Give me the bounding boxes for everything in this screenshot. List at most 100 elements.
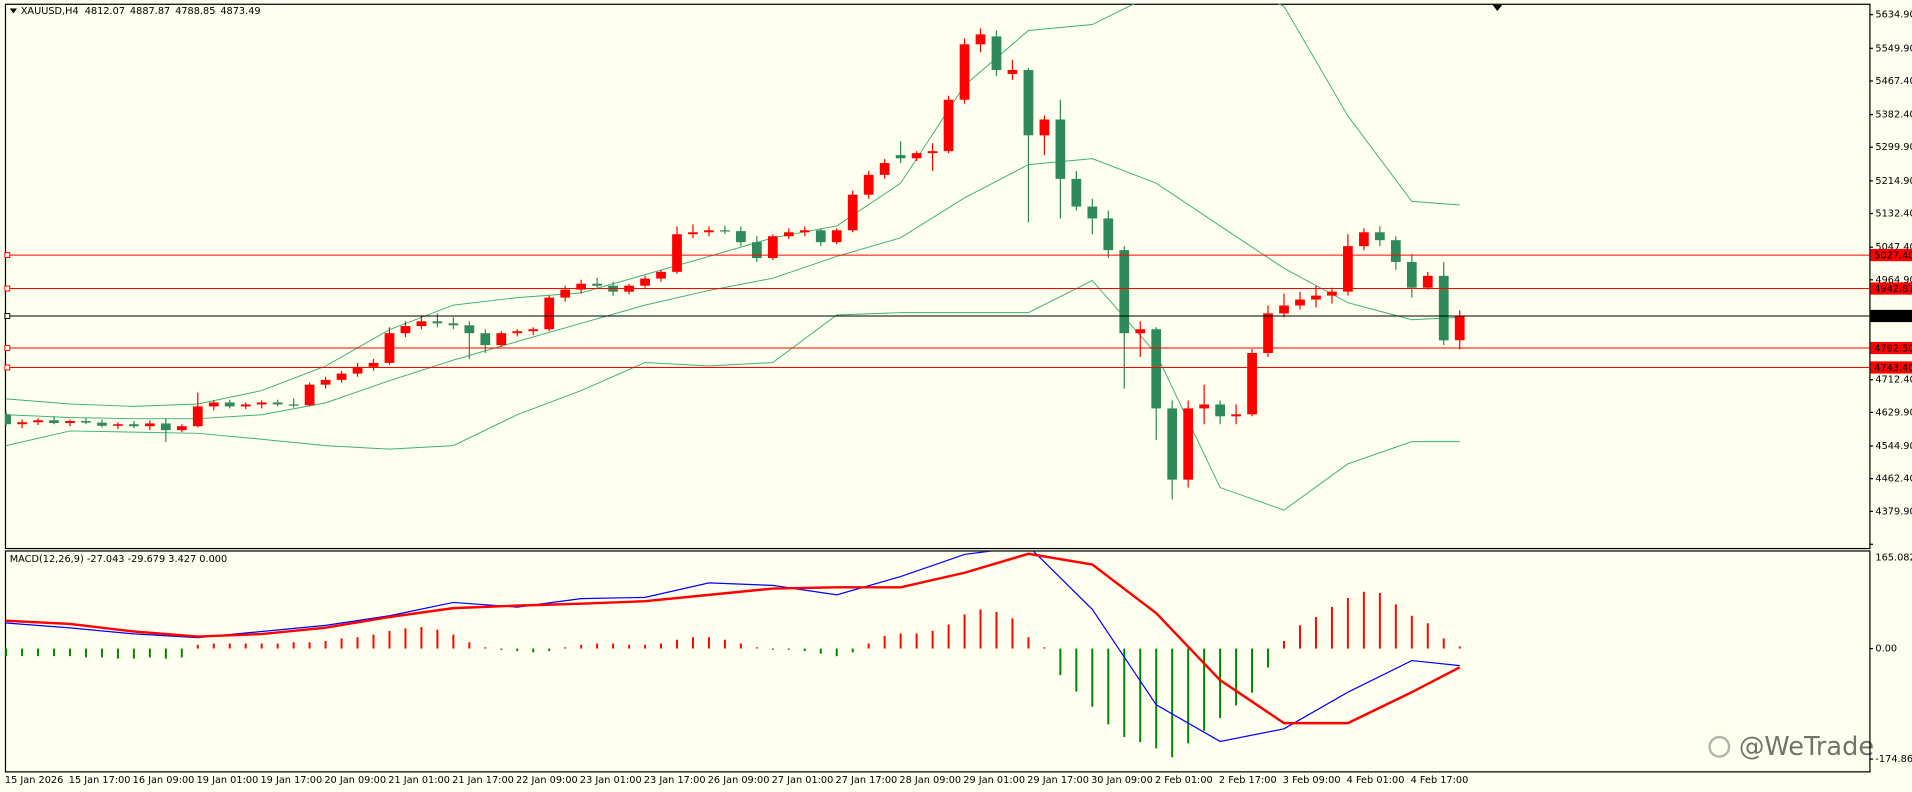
x-tick-label: 29 Jan 01:00 bbox=[963, 775, 1025, 786]
main-plot bbox=[4, 3, 1465, 511]
candle-body bbox=[1343, 246, 1353, 292]
candle-body bbox=[208, 402, 219, 407]
candle-body bbox=[1422, 275, 1433, 288]
level-marker bbox=[4, 345, 11, 351]
candle-body bbox=[1231, 414, 1241, 417]
candle-body bbox=[256, 402, 267, 405]
level-label-box bbox=[1870, 282, 1912, 295]
candle-body bbox=[895, 155, 906, 159]
y-tick-label: 5467.40 bbox=[1875, 76, 1912, 87]
x-tick-label: 16 Jan 09:00 bbox=[133, 775, 195, 786]
candle-body bbox=[688, 232, 698, 235]
level-label: 5027.40 bbox=[1874, 251, 1912, 262]
candle-body bbox=[97, 422, 107, 426]
candle-body bbox=[783, 232, 794, 237]
x-tick-label: 20 Jan 09:00 bbox=[324, 775, 386, 786]
y-tick-label: 4629.90 bbox=[1875, 407, 1912, 418]
x-tick-label: 19 Jan 01:00 bbox=[197, 775, 259, 786]
y-tick-label: 4712.40 bbox=[1875, 375, 1912, 386]
candle-body bbox=[1390, 240, 1401, 262]
candle-body bbox=[544, 297, 555, 330]
x-tick-label: 2 Feb 17:00 bbox=[1219, 775, 1277, 786]
level-label-box bbox=[1870, 248, 1912, 262]
candle-body bbox=[416, 321, 427, 327]
x-tick-label: 27 Jan 17:00 bbox=[836, 775, 898, 786]
macd-plot bbox=[5, 551, 1461, 758]
bollinger-band bbox=[5, 279, 1460, 511]
candle-body bbox=[400, 326, 411, 334]
candle-body bbox=[1183, 408, 1194, 480]
candle-body bbox=[288, 404, 299, 406]
candle-body bbox=[1374, 232, 1385, 241]
x-tick-label: 15 Jan 2026 bbox=[5, 775, 63, 786]
x-tick-label: 26 Jan 09:00 bbox=[708, 775, 770, 786]
level-label-box bbox=[1870, 361, 1912, 374]
x-tick-label: 4 Feb 17:00 bbox=[1411, 775, 1469, 786]
watermark-text: @WeTrade bbox=[1739, 732, 1874, 762]
candle-body bbox=[656, 271, 666, 279]
candle-body bbox=[1263, 313, 1273, 353]
header-arrow bbox=[9, 8, 18, 14]
level-label-box bbox=[1870, 309, 1912, 323]
level-label: 4792.50 bbox=[1874, 344, 1912, 355]
x-tick-label: 19 Jan 17:00 bbox=[260, 775, 322, 786]
symbol: XAUUSD,H4 bbox=[21, 6, 79, 17]
candle-body bbox=[1327, 291, 1337, 296]
signal-line bbox=[6, 552, 1461, 725]
header-low: 4788.85 bbox=[175, 6, 215, 17]
candle-body bbox=[576, 283, 587, 290]
main-pane-border bbox=[4, 3, 1871, 550]
y-tick-label: 0.00 bbox=[1875, 644, 1897, 655]
candle-body bbox=[704, 230, 714, 233]
candle-body bbox=[799, 230, 810, 233]
level-marker bbox=[4, 313, 11, 319]
y-tick-label: 4462.40 bbox=[1875, 474, 1912, 485]
candle-body bbox=[432, 321, 443, 324]
candle-body bbox=[192, 406, 203, 427]
candle-body bbox=[1438, 275, 1449, 341]
level-label: 4873.49 bbox=[1874, 312, 1912, 323]
x-tick-label: 21 Jan 17:00 bbox=[452, 775, 514, 786]
candle-body bbox=[863, 174, 874, 195]
header-high: 4887.87 bbox=[130, 6, 170, 17]
candle-body bbox=[1215, 404, 1225, 417]
y-tick-label: 5047.40 bbox=[1875, 242, 1912, 253]
header: XAUUSD,H4 4812.07 4887.87 4788.85 4873.49 bbox=[21, 6, 261, 17]
candle-body bbox=[81, 421, 91, 423]
candle-body bbox=[4, 414, 11, 425]
y-tick-label: 5299.90 bbox=[1875, 142, 1912, 153]
x-tick-label: 22 Jan 09:00 bbox=[516, 775, 578, 786]
candle-body bbox=[767, 236, 778, 259]
candle-body bbox=[49, 420, 59, 424]
candle-body bbox=[352, 366, 363, 374]
candle-body bbox=[464, 325, 475, 334]
candle-body bbox=[560, 289, 571, 298]
candle-body bbox=[1454, 315, 1465, 341]
candle-body bbox=[1199, 404, 1210, 409]
candle-body bbox=[113, 424, 123, 426]
candle-body bbox=[512, 331, 523, 334]
y-tick-label: 4544.90 bbox=[1875, 441, 1912, 452]
candle-body bbox=[1151, 329, 1162, 409]
candle-body bbox=[496, 333, 507, 346]
candle-body bbox=[1119, 250, 1130, 334]
candle-body bbox=[911, 153, 922, 159]
candle-body bbox=[1311, 295, 1321, 300]
y-tick-label: -174.867 bbox=[1875, 754, 1912, 765]
candle-body bbox=[320, 379, 331, 385]
x-tick-label: 21 Jan 01:00 bbox=[388, 775, 450, 786]
x-tick-label: 29 Jan 17:00 bbox=[1027, 775, 1089, 786]
macd-title: MACD(12,26,9) -27.043 -29.679 3.427 0.00… bbox=[10, 554, 227, 565]
x-tick-label: 2 Feb 01:00 bbox=[1155, 775, 1213, 786]
y-tick-label: 5549.90 bbox=[1875, 43, 1912, 54]
candle-body bbox=[879, 163, 890, 175]
level-label: 4942.87 bbox=[1874, 284, 1912, 295]
candle-body bbox=[65, 421, 75, 424]
bollinger-band bbox=[6, 3, 1460, 407]
candle-body bbox=[1087, 206, 1098, 219]
x-tick-label: 28 Jan 09:00 bbox=[899, 775, 961, 786]
candle-body bbox=[1295, 299, 1305, 306]
candle-body bbox=[847, 194, 858, 231]
